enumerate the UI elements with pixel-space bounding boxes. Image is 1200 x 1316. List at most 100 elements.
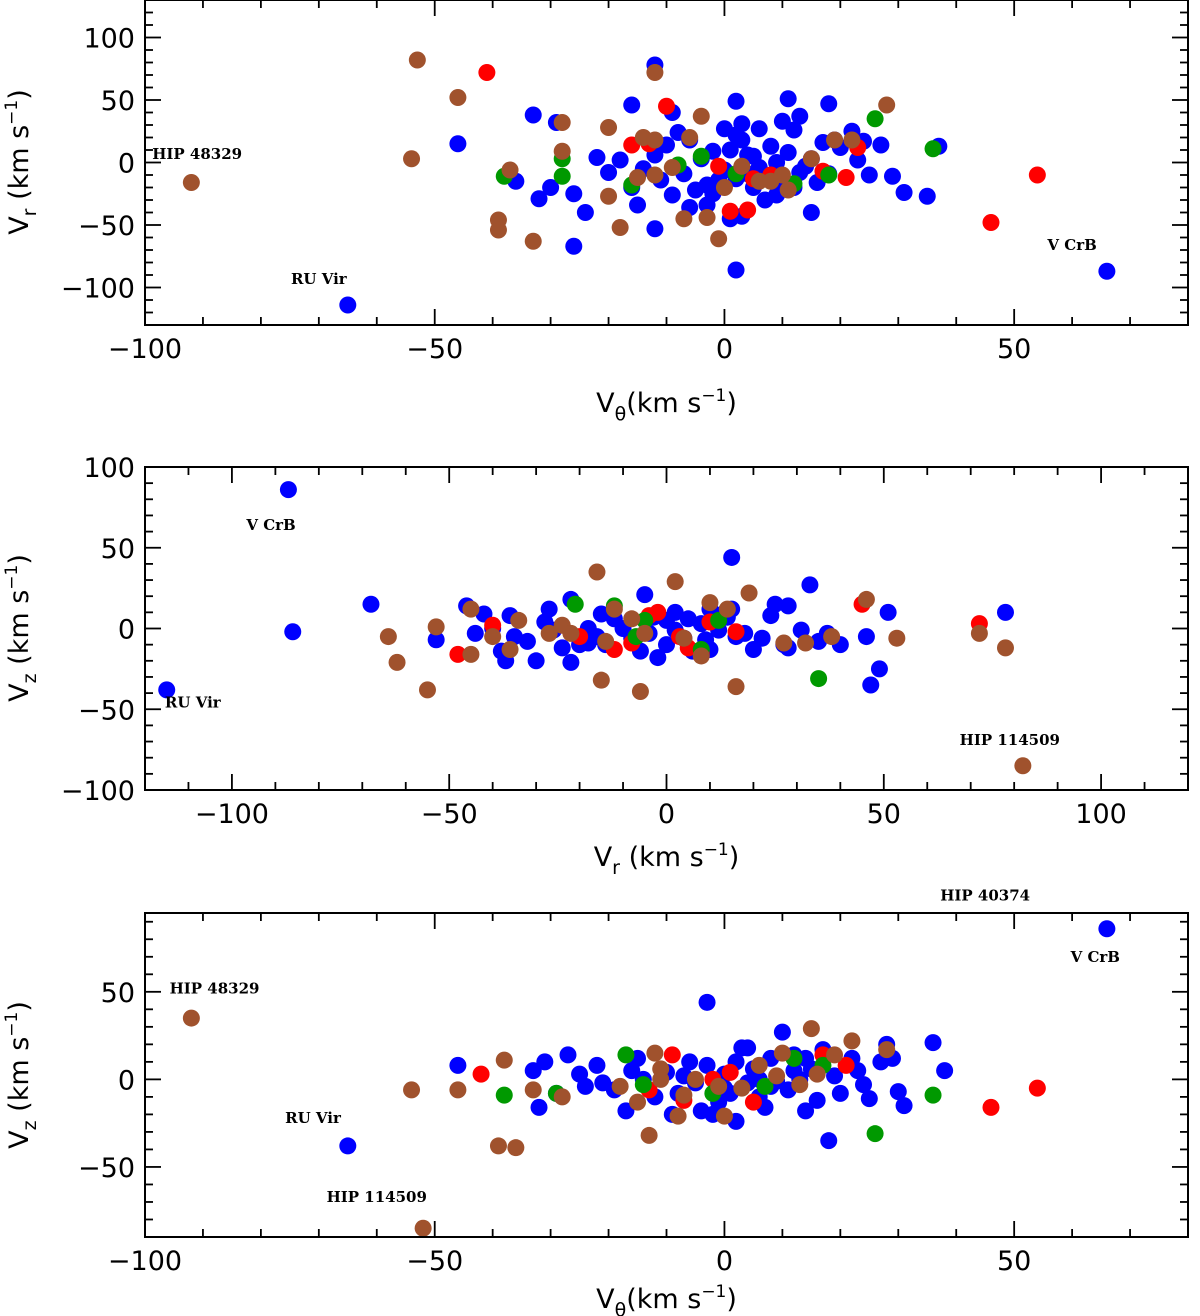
point-blue xyxy=(791,107,809,125)
point-blue xyxy=(540,600,558,618)
x-tick-label: −100 xyxy=(195,799,269,830)
star-annotation: RU Vir xyxy=(291,270,348,288)
x-axis-label-sub: r xyxy=(612,857,620,879)
y-axis-label: Vr (km s−1) xyxy=(2,89,41,235)
point-brown xyxy=(646,64,664,81)
point-brown xyxy=(843,131,861,149)
point-blue xyxy=(785,121,803,139)
point-blue xyxy=(284,623,302,641)
point-blue xyxy=(750,120,768,138)
point-red xyxy=(1028,166,1046,184)
point-blue xyxy=(663,186,681,204)
x-axis-label-close: ) xyxy=(726,388,737,419)
point-brown xyxy=(698,209,716,226)
point-brown xyxy=(646,1044,664,1062)
point-green xyxy=(634,1076,652,1094)
point-blue xyxy=(339,296,357,314)
point-green xyxy=(692,147,710,165)
star-annotation: HIP 40374 xyxy=(940,887,1030,905)
point-brown xyxy=(449,89,467,106)
point-brown xyxy=(652,1070,670,1088)
point-brown xyxy=(692,107,710,125)
x-axis-label-unit: (km s xyxy=(626,1284,701,1315)
point-brown xyxy=(826,131,844,149)
point-red xyxy=(649,603,667,621)
y-axis-label-close: ) xyxy=(4,554,35,565)
point-blue xyxy=(681,1053,699,1071)
point-brown xyxy=(629,169,647,186)
point-blue xyxy=(158,681,176,699)
point-brown xyxy=(631,682,649,700)
point-brown xyxy=(449,1081,467,1099)
point-blue xyxy=(773,112,791,130)
point-red xyxy=(982,214,1000,231)
point-blue xyxy=(792,621,810,639)
point-blue xyxy=(753,629,771,647)
point-brown xyxy=(414,1219,432,1237)
point-blue xyxy=(427,631,445,649)
point-blue xyxy=(860,166,878,184)
point-blue xyxy=(779,144,797,161)
point-blue xyxy=(505,628,523,646)
point-green xyxy=(866,110,884,128)
point-blue xyxy=(562,653,580,671)
x-axis-label: Vθ(km s−1) xyxy=(596,386,737,425)
point-blue xyxy=(831,1084,849,1102)
point-brown xyxy=(636,624,654,642)
x-tick-label: 0 xyxy=(658,799,675,830)
x-axis-label-sub: θ xyxy=(615,403,627,425)
point-blue xyxy=(623,1062,641,1080)
point-blue xyxy=(733,115,751,133)
point-green xyxy=(924,1086,942,1104)
point-brown xyxy=(629,1093,647,1111)
ticks xyxy=(144,913,1189,1238)
point-blue xyxy=(449,135,467,153)
point-blue xyxy=(808,1091,826,1109)
y-tick-label: 100 xyxy=(83,453,135,484)
point-brown xyxy=(388,653,406,671)
point-red xyxy=(721,202,739,220)
y-axis-label-close: ) xyxy=(4,1001,35,1012)
point-brown xyxy=(418,681,436,699)
point-blue xyxy=(553,639,571,657)
y-tick-label: −50 xyxy=(78,1153,135,1184)
point-brown xyxy=(408,51,426,69)
x-tick-label: 50 xyxy=(997,1246,1031,1277)
point-brown xyxy=(182,1009,200,1027)
y-tick-label: −50 xyxy=(78,211,135,242)
y-axis-label-close: ) xyxy=(4,89,35,100)
point-brown xyxy=(733,1079,751,1097)
point-red xyxy=(1028,1079,1046,1097)
point-brown xyxy=(495,1051,513,1069)
point-blue xyxy=(646,220,664,238)
x-axis-label-unit: (km s xyxy=(620,842,704,873)
point-brown xyxy=(692,647,710,665)
point-brown xyxy=(843,1032,861,1050)
x-axis-label-sup: −1 xyxy=(701,1282,726,1302)
star-annotation: RU Vir xyxy=(165,694,222,712)
y-axis-label-unit: (km s xyxy=(4,1037,35,1121)
point-brown xyxy=(1014,757,1032,775)
point-blue xyxy=(715,120,733,138)
point-red xyxy=(727,623,745,641)
point-blue xyxy=(802,204,820,221)
point-blue xyxy=(879,603,897,621)
point-brown xyxy=(710,1077,728,1095)
point-brown xyxy=(403,150,421,168)
point-red xyxy=(710,157,728,175)
point-red xyxy=(837,169,855,186)
point-blue xyxy=(530,190,548,208)
point-brown xyxy=(524,232,542,250)
point-blue xyxy=(727,92,745,110)
point-brown xyxy=(715,179,733,196)
data-points xyxy=(182,920,1116,1237)
point-blue xyxy=(820,95,838,113)
point-brown xyxy=(592,671,610,689)
point-red xyxy=(449,645,467,663)
x-axis-label-main: V xyxy=(596,388,615,419)
point-brown xyxy=(701,594,719,612)
point-brown xyxy=(462,645,480,663)
point-blue xyxy=(762,137,780,155)
point-blue xyxy=(698,176,716,194)
